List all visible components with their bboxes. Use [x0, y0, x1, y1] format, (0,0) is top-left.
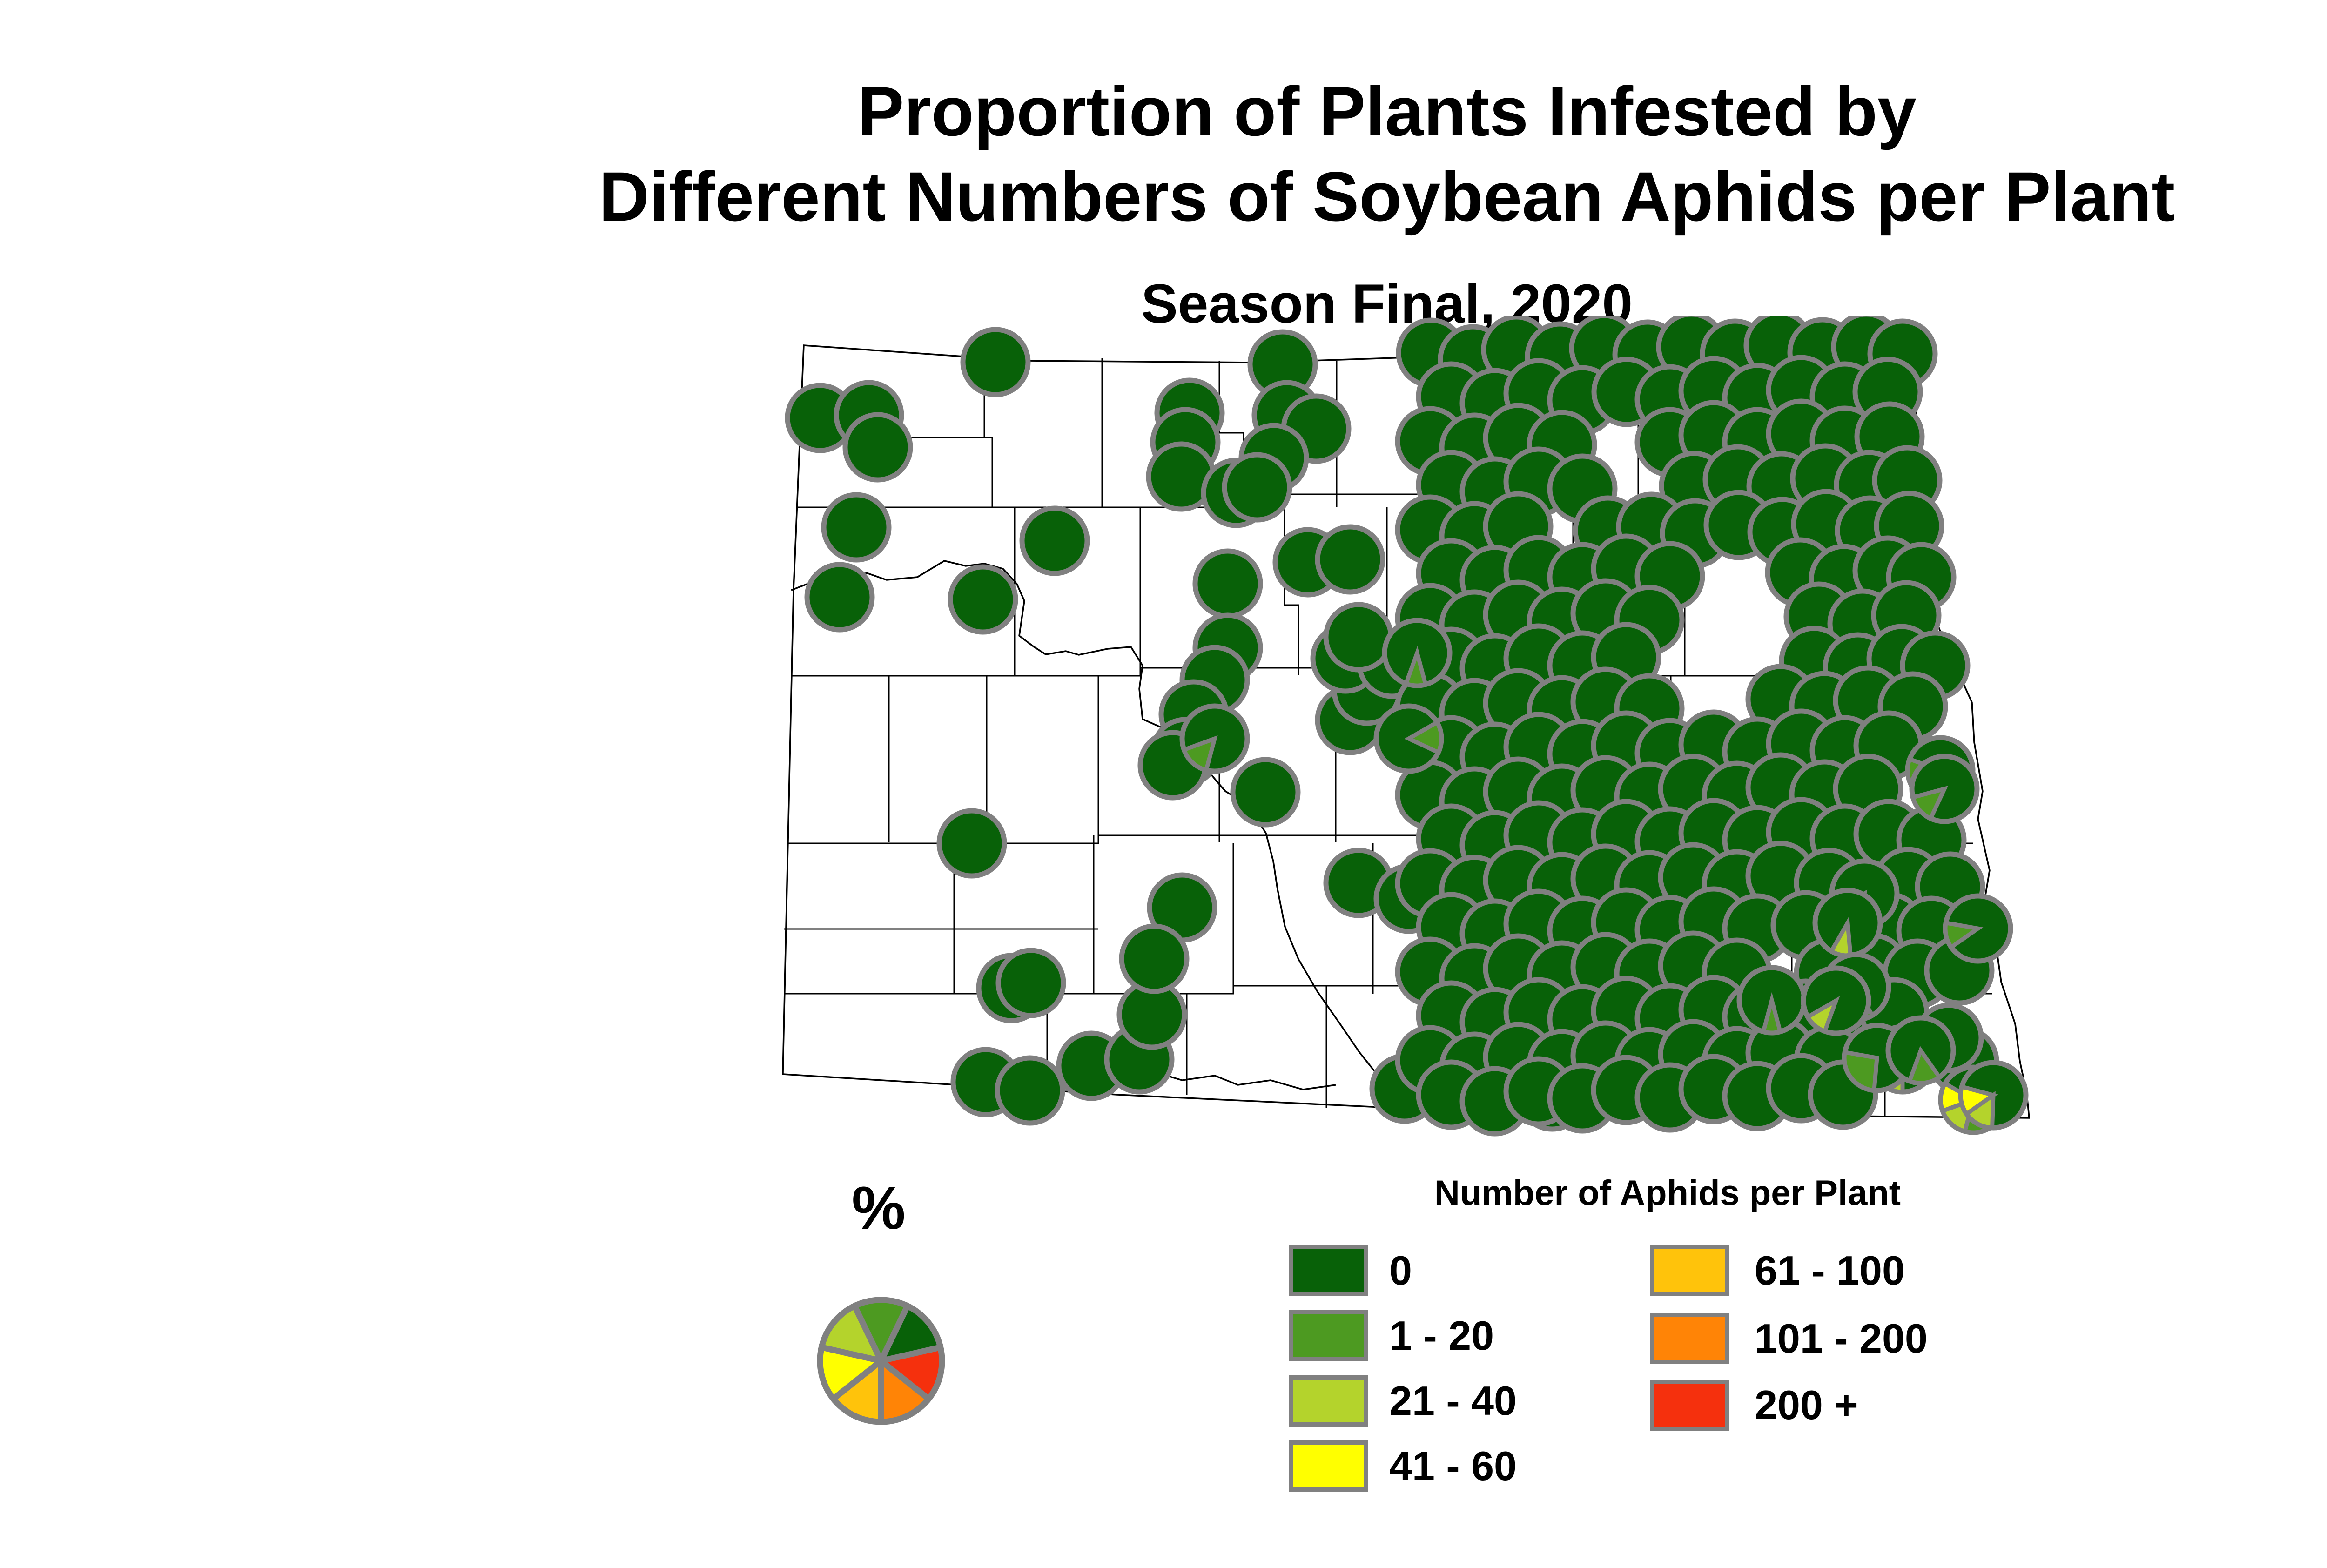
legend-item-label-c1_20: 1 - 20: [1389, 1312, 1494, 1359]
site-pie-wedge-c1_20: [1404, 719, 1444, 755]
site-pie-zero: [960, 327, 1031, 397]
legend-swatch-c41_60: [1289, 1440, 1368, 1492]
legend-swatch-c101_200: [1650, 1313, 1729, 1364]
site-pie-mixed: [1801, 965, 1871, 1036]
site-pie-mixed: [1179, 703, 1250, 774]
legend-item-label-c21_40: 21 - 40: [1389, 1378, 1517, 1424]
site-pie-wedge-c1_20: [1181, 735, 1218, 773]
page-title: Proportion of Plants Infested by Differe…: [599, 69, 2175, 239]
legend-swatch-c0: [1289, 1245, 1368, 1296]
site-pie-zero: [948, 564, 1018, 635]
site-pie-wedge-c21_40: [1805, 996, 1840, 1034]
site-pie-zero: [1222, 452, 1292, 523]
site-pie-zero: [842, 412, 913, 483]
site-pie-wedge-c21_40: [1964, 1091, 1996, 1130]
legend-item-label-c41_60: 41 - 60: [1389, 1443, 1517, 1489]
site-pie-wedge-c1_20: [1910, 786, 1949, 821]
legend-item-label-c0: 0: [1389, 1247, 1412, 1293]
legend-item-label-c101_200: 101 - 200: [1755, 1315, 1928, 1361]
sample-pie-slice-c101_200: [878, 1354, 933, 1425]
river-line: [791, 560, 1402, 1117]
legend-item-label-c61_100: 61 - 100: [1755, 1247, 1905, 1293]
sample-pie-slice-c41_60: [817, 1344, 888, 1403]
county-boundary-line: [983, 354, 993, 507]
site-pie-zero: [804, 562, 875, 633]
site-pie-zero: [1315, 524, 1385, 595]
legend-item-label-c200p: 200 +: [1755, 1382, 1858, 1428]
legend-swatch-c200p: [1650, 1380, 1729, 1431]
site-pie-zero: [1019, 505, 1090, 576]
site-pie-mixed: [1885, 1015, 1956, 1086]
north-dakota-map: [782, 316, 2030, 1137]
sample-pie: [817, 1297, 945, 1425]
site-pie-zero: [1323, 602, 1394, 673]
site-pie-wedge-c1_20: [1943, 920, 1984, 950]
site-pie-zero: [995, 948, 1066, 1018]
legend-title: Number of Aphids per Plant: [1434, 1173, 1901, 1213]
site-pie-zero: [1230, 757, 1301, 828]
site-pie-wedge-c1_20: [1403, 646, 1428, 688]
sample-pie-slice-c0: [875, 1302, 944, 1366]
site-pie-mixed: [1812, 888, 1883, 958]
site-pie-mixed: [1943, 893, 2013, 964]
site-pie-mixed: [1958, 1060, 2029, 1131]
sample-pie-slice-c61_100: [829, 1354, 884, 1425]
legend-swatch-c1_20: [1289, 1310, 1368, 1361]
site-pie-mixed: [1373, 703, 1444, 774]
site-pie-zero: [1192, 548, 1263, 619]
site-pie-zero: [821, 492, 892, 563]
site-pie-zero: [995, 1055, 1065, 1126]
sample-pie-slice-c21_40: [818, 1302, 887, 1366]
percent-legend-label: %: [852, 1174, 906, 1242]
site-pie-wedge-c1_20: [1907, 1046, 1943, 1085]
site-pie-mixed: [1736, 965, 1807, 1036]
site-pie-wedge-c1_20: [1842, 1050, 1879, 1093]
site-pie-wedge-c1_20: [1761, 992, 1783, 1035]
legend-swatch-c21_40: [1289, 1375, 1368, 1427]
page-title-line2: Different Numbers of Soybean Aphids per …: [599, 157, 2175, 236]
legend-swatch-c61_100: [1650, 1245, 1729, 1296]
page-title-line1: Proportion of Plants Infested by: [857, 72, 1917, 150]
site-pie-mixed: [1382, 618, 1453, 688]
site-pie-zero: [1119, 923, 1190, 994]
sample-pie-slice-c1_20: [850, 1297, 912, 1368]
site-pie-mixed: [1909, 754, 1980, 824]
site-pie-zero: [936, 808, 1007, 879]
